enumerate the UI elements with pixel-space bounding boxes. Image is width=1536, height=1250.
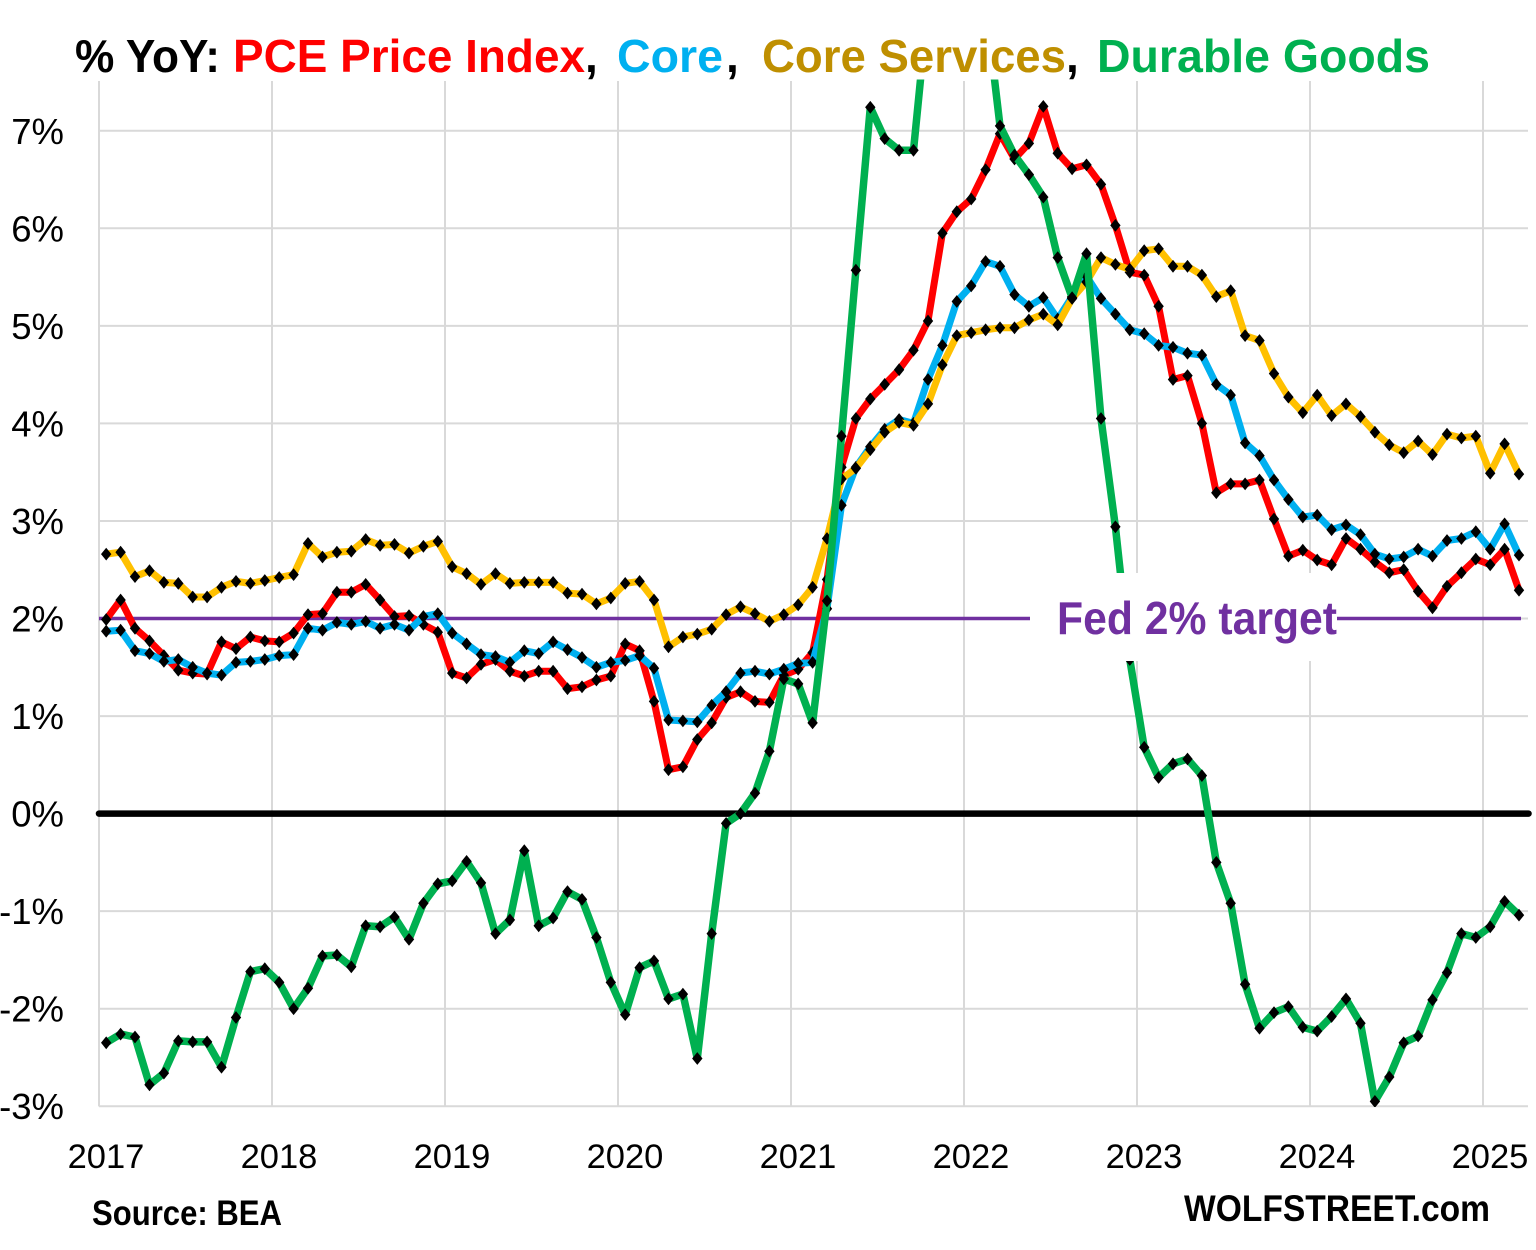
svg-text:-2%: -2%: [0, 989, 64, 1030]
svg-text:2021: 2021: [760, 1138, 837, 1176]
svg-text:3%: 3%: [11, 501, 64, 542]
svg-text:PCE Price Index: PCE Price Index: [233, 30, 585, 82]
svg-text:-3%: -3%: [0, 1086, 64, 1127]
svg-text:7%: 7%: [11, 111, 64, 152]
svg-text:2%: 2%: [11, 599, 64, 640]
svg-text:2023: 2023: [1106, 1138, 1183, 1176]
svg-text:2024: 2024: [1279, 1138, 1356, 1176]
svg-text:2018: 2018: [241, 1138, 318, 1176]
svg-text:WOLFSTREET.com: WOLFSTREET.com: [1184, 1188, 1490, 1229]
svg-text:% YoY:: % YoY:: [75, 30, 220, 82]
svg-text:6%: 6%: [11, 208, 64, 249]
svg-text:Core: Core: [617, 30, 723, 82]
svg-text:,: ,: [726, 30, 739, 82]
svg-text:2020: 2020: [587, 1138, 664, 1176]
svg-text:Fed 2% target: Fed 2% target: [1057, 592, 1337, 644]
svg-text:0%: 0%: [11, 794, 64, 835]
svg-text:-1%: -1%: [0, 891, 64, 932]
svg-text:4%: 4%: [11, 403, 64, 444]
svg-text:2019: 2019: [414, 1138, 491, 1176]
svg-text:2017: 2017: [68, 1138, 145, 1176]
svg-text:2022: 2022: [933, 1138, 1010, 1176]
svg-text:Core Services: Core Services: [762, 30, 1066, 82]
svg-text:5%: 5%: [11, 306, 64, 347]
svg-text:,: ,: [1066, 30, 1079, 82]
svg-text:1%: 1%: [11, 696, 64, 737]
svg-text:2025: 2025: [1452, 1138, 1529, 1176]
svg-text:Source: BEA: Source: BEA: [92, 1193, 282, 1233]
svg-text:Durable Goods: Durable Goods: [1097, 30, 1430, 82]
svg-text:,: ,: [585, 30, 598, 82]
